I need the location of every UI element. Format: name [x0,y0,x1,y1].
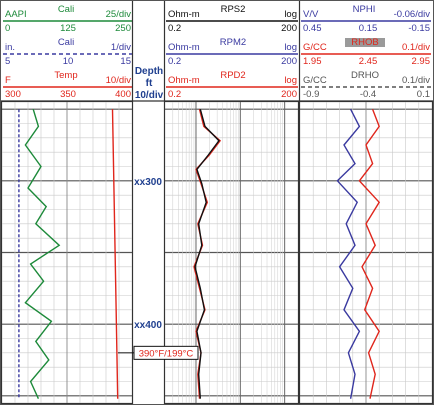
track1-h3-mid: 350 [60,89,76,100]
track2-h3-mnemonic: RPD2 [220,70,245,81]
track1-h3-max: 400 [115,89,131,100]
temperature-callout-box [133,345,199,360]
temperature-callout: 390°F/199°C [118,345,199,360]
depth-header: Depth ft 10/div [135,66,164,101]
track2-h3-max: 200 [281,89,297,100]
track2-h1-min: 0.2 [168,23,181,34]
track2-h1-mnemonic: RPS2 [221,4,246,15]
depth-marker-xx300: xx300 [134,177,162,188]
track2-h1-scale: log [284,9,297,20]
track1-series-0-cali-curve [24,108,61,399]
track3-header: V/V NPHI -0.06/div 0.45 0.15 -0.15 G/CC … [301,4,431,100]
track1-h2-mid: 10 [63,56,74,67]
track2-h1-max: 200 [281,23,297,34]
track2-h3-scale: log [284,75,297,86]
track3-h3-max: 0.1 [417,89,430,100]
track3-h1-max: -0.15 [408,23,430,34]
track3-h1-mid: 0.15 [359,23,378,34]
track3-h2-unit: G/CC [303,42,327,53]
track3-h1-scale: -0.06/div [394,9,431,20]
rhob-mnemonic-box [345,38,385,47]
track1-h1-mid: 125 [60,23,76,34]
grid-layer [2,102,432,403]
depth-unit: ft [146,78,153,89]
track1-h2-max: 15 [120,56,131,67]
track1-h2-min: 5 [5,56,10,67]
track2-header: Ohm-m RPS2 log 0.2 200 Ohm-m RPM2 log 0.… [166,4,298,100]
track3-h3-mid: -0.4 [360,89,376,100]
depth-markers: xx300 xx400 [134,177,162,331]
track3-h2-mid: 2.45 [359,56,378,67]
track3-h3-min: -0.9 [303,89,319,100]
track3-h3-mnemonic: DRHO [351,70,379,81]
track3-h2-scale: 0.1/div [402,42,430,53]
track2-h2-max: 200 [281,56,297,67]
curve-layer [18,108,381,399]
track1-border [0,100,134,405]
track1-h1-unit: AAPI [5,9,27,20]
track1-h3-unit: F [5,75,11,86]
track3-series-1-rhob-curve [358,108,381,399]
track3-h1-unit: V/V [303,9,319,20]
track1-h3-scale: 10/div [106,75,132,86]
track3-h2-mnemonic: RHOB [351,37,378,48]
track1-h3-mnemonic: Temp [54,70,77,81]
temperature-callout-text: 390°F/199°C [139,348,194,359]
depth-title: Depth [135,66,163,77]
track2-series-1-rps2-curve [194,109,220,399]
track1-h1-scale: 25/div [106,9,132,20]
track2-h3-min: 0.2 [168,89,181,100]
track1-h2-scale: 1/div [111,42,131,53]
track1-h2-mnemonic: Cali [58,37,74,48]
track2-h2-min: 0.2 [168,56,181,67]
track2-h2-scale: log [284,42,297,53]
depth-marker-xx400: xx400 [134,320,162,331]
track1-series-2-temp-curve [111,109,119,399]
track1-h1-min: 0 [5,23,10,34]
track2-h3-unit: Ohm-m [168,75,200,86]
track3-h2-min: 1.95 [303,56,322,67]
depth-scale: 10/div [135,90,164,101]
track1-h2-unit: in. [5,42,15,53]
track3-h1-min: 0.45 [303,23,322,34]
track3-h3-scale: 0.1/div [402,75,430,86]
track2-h1-unit: Ohm-m [168,9,200,20]
track1-h1-mnemonic: Cali [58,4,74,15]
track1-header: AAPI Cali 25/div 0 125 250 in. Cali 1/di… [3,4,132,100]
track3-series-0-nphi-curve [336,108,361,399]
track2-h2-unit: Ohm-m [168,42,200,53]
track2-border [163,100,300,405]
track2-h2-mnemonic: RPM2 [220,37,246,48]
track3-border [298,100,434,405]
track3-h3-unit: G/CC [303,75,327,86]
track1-h1-max: 250 [115,23,131,34]
track3-h2-max: 2.95 [412,56,431,67]
track1-h3-min: 300 [5,89,21,100]
track3-h1-mnemonic: NPHI [353,4,376,15]
